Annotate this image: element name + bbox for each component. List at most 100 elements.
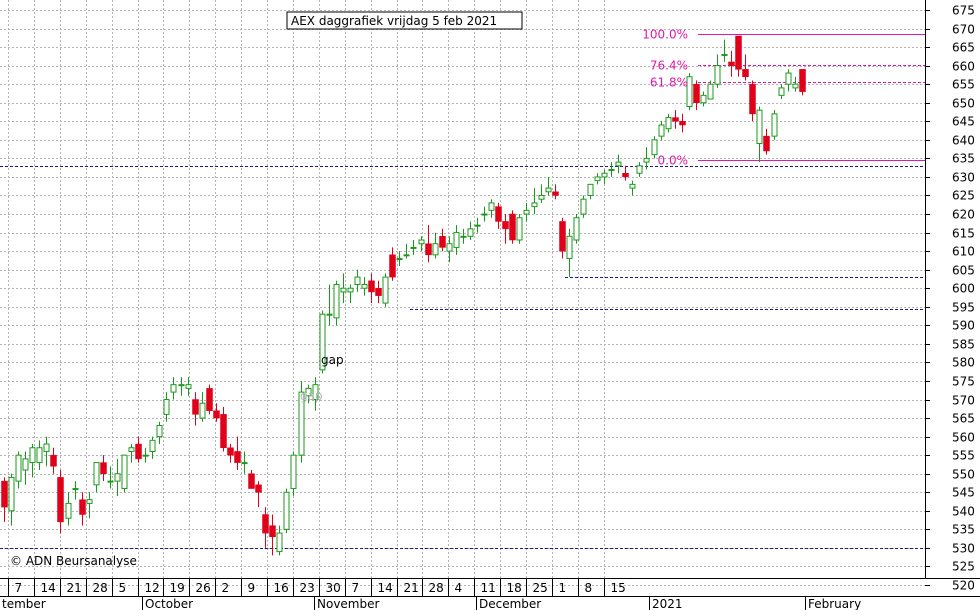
candle-body	[714, 65, 721, 85]
candle-up	[72, 481, 79, 500]
month-label: November	[317, 597, 379, 610]
y-tick-label: 580	[952, 356, 975, 370]
y-tick-label: 530	[952, 542, 975, 556]
candle-body	[305, 387, 312, 397]
candle-down	[50, 447, 57, 474]
candle-up	[276, 525, 283, 556]
candle-body	[566, 235, 573, 260]
candle-body	[728, 61, 735, 66]
candle-up	[8, 473, 15, 526]
candle-body	[545, 187, 552, 193]
candle-up	[601, 169, 608, 185]
gap-annotation: gap	[321, 353, 344, 367]
candle-body	[121, 454, 128, 490]
candle-body	[467, 228, 474, 237]
candle-up	[643, 147, 650, 170]
candle-body	[298, 391, 305, 456]
candle-body	[778, 87, 785, 96]
candle-up	[460, 228, 467, 244]
candle-body	[488, 202, 495, 211]
candle-up	[573, 214, 580, 244]
candles	[1, 35, 806, 556]
candle-up	[149, 436, 156, 459]
candle-body	[57, 477, 64, 523]
candle-up	[700, 91, 707, 107]
candle-body	[439, 236, 446, 248]
candle-body	[785, 72, 792, 85]
candle-body	[185, 384, 192, 389]
candle-body	[255, 484, 262, 493]
candle-down	[234, 436, 241, 470]
candle-body	[608, 169, 615, 172]
candle-body	[686, 76, 693, 107]
candle-body	[1, 480, 8, 508]
candle-up	[333, 280, 340, 326]
y-tick-label: 575	[952, 375, 975, 389]
candle-down	[509, 210, 516, 244]
candle-body	[700, 94, 707, 104]
candle-body	[622, 172, 629, 178]
candle-up	[241, 451, 248, 474]
candle-up	[396, 251, 403, 266]
candle-body	[495, 206, 502, 222]
gap-annotation-faded: gap	[300, 389, 323, 403]
candle-body	[213, 410, 220, 419]
candle-down	[57, 470, 64, 534]
candle-down	[763, 128, 770, 155]
candle-up	[446, 236, 453, 263]
candle-body	[340, 287, 347, 293]
candle-down	[742, 54, 749, 81]
x-tick-label: 14	[41, 581, 56, 595]
y-tick-label: 675	[952, 4, 975, 18]
candle-up	[594, 173, 601, 185]
candle-up	[771, 110, 778, 140]
candle-body	[72, 488, 79, 491]
y-tick-label: 665	[952, 41, 975, 55]
candle-body	[333, 284, 340, 319]
candle-up	[326, 284, 333, 326]
y-tick-label: 610	[952, 245, 975, 259]
candle-down	[693, 80, 700, 111]
x-tick-label: 8	[585, 581, 593, 595]
candle-up	[523, 202, 530, 222]
candle-down	[622, 165, 629, 181]
candle-body	[432, 243, 439, 256]
candle-up	[608, 162, 615, 177]
candle-body	[135, 443, 142, 460]
candle-body	[15, 454, 22, 482]
candle-up	[474, 217, 481, 233]
candle-up	[756, 106, 763, 163]
candle-up	[185, 377, 192, 396]
candle-up	[156, 421, 163, 445]
x-tick-label: 18	[507, 581, 522, 595]
candle-down	[262, 507, 269, 548]
month-label: 2021	[652, 597, 683, 610]
candle-up	[361, 277, 368, 296]
candle-down	[220, 406, 227, 452]
candle-up	[531, 188, 538, 215]
candle-down	[799, 69, 806, 96]
candle-body	[382, 276, 389, 304]
chart-title: AEX daggrafiek vrijdag 5 feb 2021	[291, 14, 497, 28]
x-tick-label: 28	[93, 581, 108, 595]
x-tick-label: 2	[222, 581, 230, 595]
candle-body	[276, 532, 283, 553]
candle-up	[658, 121, 665, 140]
candle-body	[36, 447, 43, 464]
candle-up	[298, 380, 305, 463]
candle-body	[86, 499, 93, 504]
candle-body	[312, 384, 319, 401]
candle-down	[135, 436, 142, 463]
candle-up	[418, 236, 425, 252]
candle-up	[566, 228, 573, 278]
candle-body	[248, 473, 255, 489]
candle-up	[481, 206, 488, 222]
candle-up	[792, 76, 799, 92]
x-tick-label: 12	[145, 581, 160, 595]
candle-body	[410, 246, 417, 249]
candle-up	[629, 180, 636, 196]
candle-up	[86, 492, 93, 519]
candle-body	[721, 54, 728, 57]
candle-up	[178, 377, 185, 396]
candle-body	[50, 454, 57, 467]
